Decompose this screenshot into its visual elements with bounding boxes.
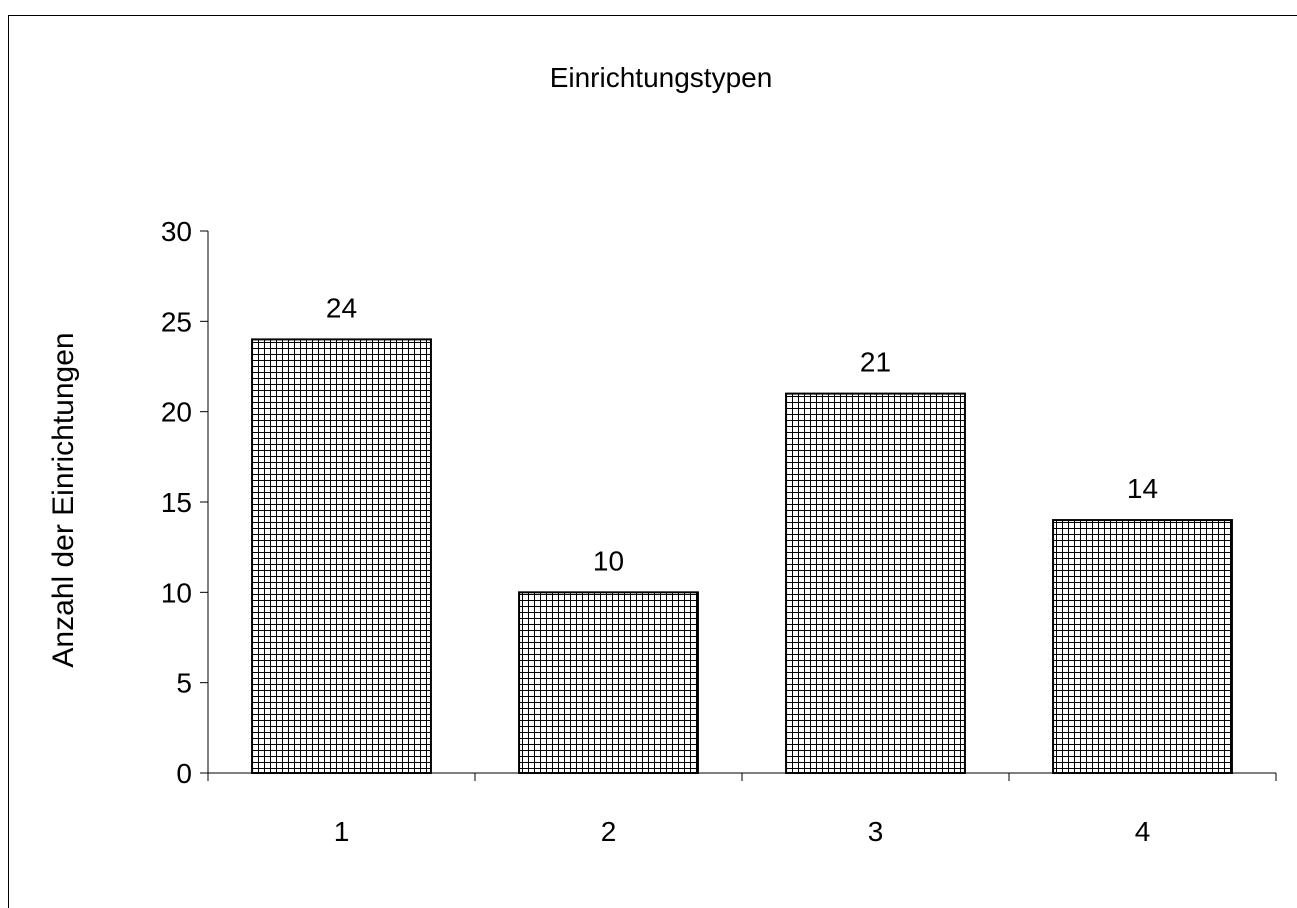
bar-4: [1052, 519, 1233, 774]
data-label: 24: [326, 292, 357, 323]
y-tick-label: 25: [161, 306, 192, 337]
data-label: 10: [593, 545, 624, 576]
data-label: 14: [1127, 473, 1158, 504]
y-tick-label: 15: [161, 487, 192, 518]
bars: [251, 338, 1233, 774]
data-label: 21: [860, 347, 891, 378]
y-tick-label: 30: [161, 216, 192, 247]
bar-3: [785, 392, 966, 774]
x-tick-label: 2: [601, 816, 617, 847]
x-axis-ticks: 1 2 3 4: [207, 773, 1277, 847]
y-tick-label: 20: [161, 397, 192, 428]
y-tick-label: 5: [176, 668, 192, 699]
bar-1: [251, 338, 432, 774]
x-tick-label: 3: [868, 816, 884, 847]
x-tick-label: 4: [1135, 816, 1151, 847]
data-labels: 24 10 21 14: [326, 292, 1158, 576]
y-tick-label: 0: [176, 758, 192, 789]
y-axis-title: Anzahl der Einrichtungen: [47, 332, 80, 667]
y-tick-label: 10: [161, 577, 192, 608]
x-tick-label: 1: [334, 816, 350, 847]
y-axis-ticks: 0 5 10 15 20 25 30: [161, 216, 208, 789]
chart-title: Einrichtungstypen: [550, 62, 773, 93]
bar-2: [518, 591, 699, 774]
